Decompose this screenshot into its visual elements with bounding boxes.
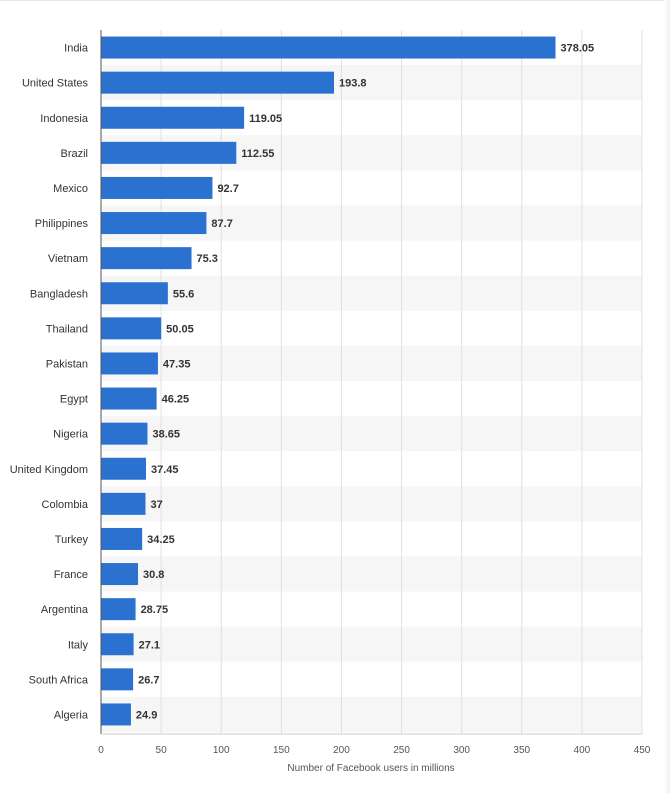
x-tick-label: 450 [634, 745, 651, 756]
value-label: 46.25 [162, 394, 190, 406]
bar-pakistan[interactable] [101, 352, 158, 375]
bar-united-kingdom[interactable] [101, 457, 147, 480]
value-label: 112.55 [241, 148, 274, 160]
bar-argentina[interactable] [101, 598, 136, 621]
bar-colombia[interactable] [101, 492, 146, 515]
category-label: United Kingdom [10, 464, 88, 476]
category-label: Italy [68, 639, 89, 651]
bar-bangladesh[interactable] [101, 282, 168, 305]
x-tick-label: 150 [273, 745, 290, 756]
x-tick-label: 300 [453, 745, 470, 756]
value-label: 75.3 [197, 253, 218, 265]
value-label: 92.7 [217, 183, 238, 195]
value-label: 378.05 [561, 43, 595, 55]
category-label: France [54, 569, 88, 581]
category-label: India [64, 43, 89, 55]
category-label: Brazil [60, 148, 88, 160]
category-label: Vietnam [48, 253, 88, 265]
category-label: Argentina [41, 604, 89, 616]
bar-italy[interactable] [101, 633, 134, 656]
x-tick-label: 50 [156, 745, 168, 756]
category-label: Turkey [55, 534, 89, 546]
category-label: Philippines [35, 218, 89, 230]
value-label: 37 [150, 499, 162, 511]
bars [101, 36, 556, 726]
bar-united-states[interactable] [101, 71, 334, 94]
x-tick-label: 100 [213, 745, 230, 756]
bar-algeria[interactable] [101, 703, 131, 726]
x-tick-label: 250 [393, 745, 410, 756]
value-label: 37.45 [151, 464, 179, 476]
category-label: United States [22, 78, 89, 90]
row-band [101, 486, 642, 522]
x-axis-title: Number of Facebook users in millions [287, 763, 454, 774]
category-label: Mexico [53, 183, 88, 195]
row-bands [101, 65, 642, 732]
bar-india[interactable] [101, 36, 556, 59]
value-label: 24.9 [136, 709, 157, 721]
bar-brazil[interactable] [101, 141, 237, 164]
value-label: 55.6 [173, 288, 194, 300]
row-band [101, 275, 642, 311]
category-label: Bangladesh [30, 288, 88, 300]
value-label: 26.7 [138, 674, 159, 686]
bar-egypt[interactable] [101, 387, 157, 410]
row-band [101, 696, 642, 732]
row-band [101, 626, 642, 662]
bar-thailand[interactable] [101, 317, 162, 340]
category-label: Thailand [46, 323, 88, 335]
value-label: 27.1 [139, 639, 160, 651]
value-labels: 378.05 193.8 119.05 112.55 92.7 87.7 75.3 55.6 5… [136, 43, 594, 722]
x-tick-label: 0 [98, 745, 104, 756]
bar-france[interactable] [101, 563, 139, 586]
value-label: 28.75 [141, 604, 169, 616]
value-label: 38.65 [152, 429, 180, 441]
x-axis: 0 50 100 150 200 250 300 350 400 450 [98, 30, 651, 756]
x-tick-label: 350 [513, 745, 530, 756]
bar-indonesia[interactable] [101, 106, 245, 129]
row-band [101, 556, 642, 592]
top-border [0, 0, 670, 1]
value-label: 119.05 [249, 113, 282, 125]
value-label: 47.35 [163, 358, 191, 370]
bar-vietnam[interactable] [101, 247, 192, 270]
category-labels: India United States Indonesia Brazil Mexico P… [10, 43, 89, 722]
category-label: Colombia [42, 499, 89, 511]
bar-philippines[interactable] [101, 212, 207, 235]
value-label: 30.8 [143, 569, 164, 581]
bar-south-africa[interactable] [101, 668, 134, 691]
category-label: Indonesia [40, 113, 89, 125]
category-label: Algeria [54, 709, 89, 721]
row-band [101, 345, 642, 381]
right-edge-shadow [664, 0, 670, 793]
bar-nigeria[interactable] [101, 422, 148, 445]
x-tick-label: 400 [574, 745, 591, 756]
category-label: South Africa [29, 674, 89, 686]
x-tick-label: 200 [333, 745, 350, 756]
value-label: 87.7 [211, 218, 232, 230]
row-band [101, 416, 642, 452]
category-label: Egypt [60, 394, 88, 406]
bar-turkey[interactable] [101, 527, 143, 550]
value-label: 34.25 [147, 534, 175, 546]
value-label: 193.8 [339, 78, 367, 90]
category-label: Nigeria [53, 429, 89, 441]
value-label: 50.05 [166, 323, 194, 335]
category-label: Pakistan [46, 358, 88, 370]
bar-mexico[interactable] [101, 176, 213, 199]
